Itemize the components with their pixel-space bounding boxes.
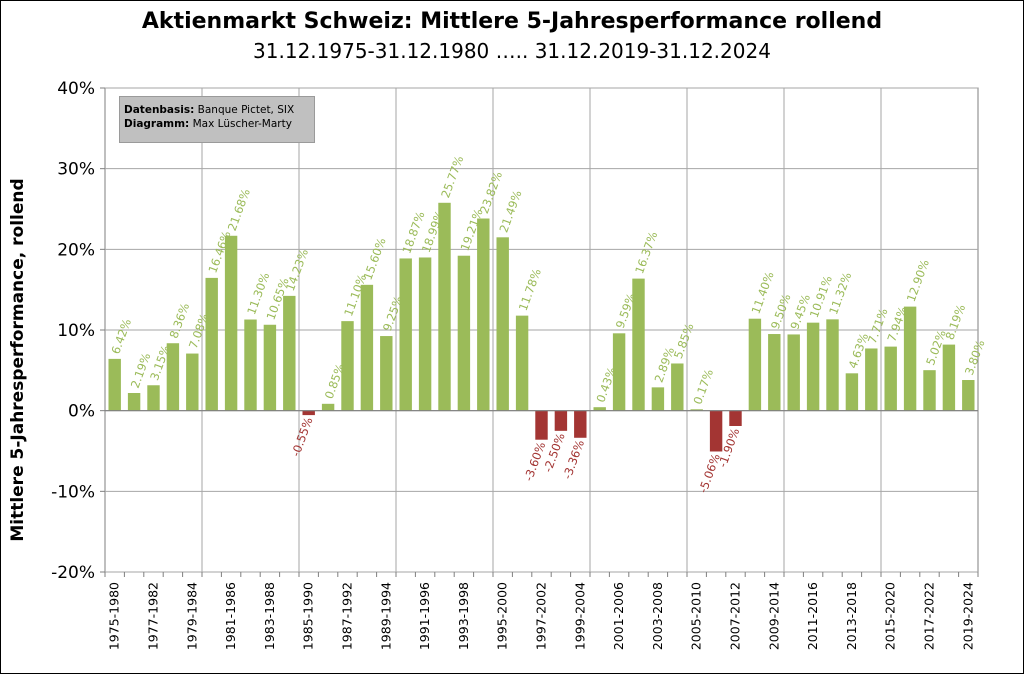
x-tick-label: 1997-2002 [534, 582, 549, 650]
bar [147, 385, 160, 411]
x-tick-label: 1979-1984 [184, 582, 199, 650]
y-tick-label: 30% [57, 160, 95, 180]
bar [418, 257, 432, 411]
y-axis-title: Mittlere 5-Jahresperformance, rollend [8, 178, 28, 541]
x-tick-label: 1975-1980 [107, 582, 122, 650]
bar [768, 334, 781, 411]
bar [574, 410, 587, 438]
bar [399, 258, 412, 411]
y-tick-label: 0% [68, 402, 95, 422]
source-label: Datenbasis: [124, 104, 195, 116]
x-tick-label: 2003-2008 [650, 582, 665, 650]
x-tick-label: 2017-2022 [922, 582, 937, 650]
source-note-line-1: Datenbasis: Banque Pictet, SIX [124, 103, 314, 117]
bar [166, 343, 180, 411]
bar [962, 380, 975, 411]
bar [496, 237, 509, 411]
x-tick-label: 2009-2014 [766, 582, 781, 650]
bar [341, 321, 354, 411]
bar [186, 353, 199, 411]
x-tick-label: 1977-1982 [146, 582, 161, 650]
y-tick-label: -10% [51, 482, 95, 502]
bar [865, 348, 878, 411]
x-tick-label: 1999-2004 [572, 582, 587, 650]
x-tick-label: 1987-1992 [340, 582, 355, 650]
x-tick-label: 2015-2020 [883, 582, 898, 650]
x-tick-label: 2013-2018 [844, 582, 859, 650]
bar [554, 410, 568, 431]
bar [244, 319, 257, 411]
x-tick-label: 2005-2010 [689, 582, 704, 650]
bar [283, 295, 296, 411]
bar [477, 218, 490, 411]
x-tick-label: 1981-1986 [223, 582, 238, 650]
bar [205, 277, 218, 411]
bar [787, 334, 800, 411]
bar [515, 315, 529, 411]
x-tick-label: 1993-1998 [456, 582, 471, 650]
bar [593, 407, 606, 411]
bar [224, 235, 238, 411]
bar [360, 284, 374, 411]
bar [806, 322, 820, 411]
bar [942, 344, 956, 411]
bar [321, 403, 335, 411]
author-value: Max Lüscher-Marty [189, 118, 292, 130]
bar [826, 319, 839, 411]
bar [729, 410, 742, 426]
y-tick-label: 40% [57, 79, 95, 99]
x-tick-label: 1989-1994 [378, 582, 393, 650]
x-tick-label: 1991-1996 [417, 582, 432, 650]
bar [671, 363, 684, 411]
bar [535, 410, 548, 440]
x-tick-label: 2007-2012 [728, 582, 743, 650]
x-tick-label: 1983-1988 [262, 582, 277, 650]
bar [457, 255, 471, 411]
x-tick-label: 2019-2024 [960, 582, 975, 650]
bar [380, 336, 393, 411]
source-note-line-2: Diagramm: Max Lüscher-Marty [124, 117, 314, 131]
bar [612, 333, 626, 411]
x-tick-label: 1985-1990 [301, 582, 316, 650]
source-note-box: Datenbasis: Banque Pictet, SIX Diagramm:… [119, 96, 315, 143]
bar [263, 324, 277, 411]
bar [302, 410, 315, 416]
y-tick-label: 20% [57, 240, 95, 260]
x-tick-label: 2011-2016 [805, 582, 820, 650]
bar [651, 387, 665, 411]
bar [127, 393, 141, 411]
bar [709, 410, 723, 452]
x-tick-label: 1995-2000 [495, 582, 510, 650]
x-tick-label: 2001-2006 [611, 582, 626, 650]
bar [690, 409, 703, 411]
bar [438, 202, 451, 411]
y-tick-label: -20% [51, 563, 95, 583]
source-value: Banque Pictet, SIX [194, 104, 295, 116]
author-label: Diagramm: [124, 118, 190, 130]
bar [845, 373, 859, 411]
bar [632, 278, 645, 411]
bar [903, 306, 917, 411]
y-tick-label: 10% [57, 321, 95, 341]
bar [884, 346, 897, 411]
bar [923, 370, 936, 411]
chart-title: Aktienmarkt Schweiz: Mittlere 5-Jahrespe… [141, 9, 883, 34]
bar [748, 318, 762, 411]
bar [108, 358, 121, 411]
chart-subtitle: 31.12.1975-31.12.1980 ….. 31.12.2019-31.… [253, 39, 771, 63]
